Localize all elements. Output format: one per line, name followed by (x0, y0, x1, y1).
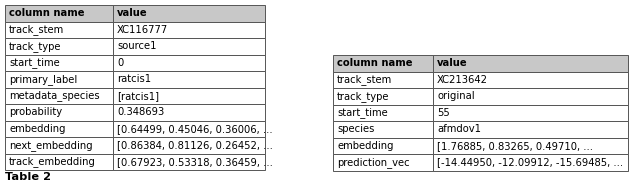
Bar (433, 121, 628, 137)
Text: track_embedding: track_embedding (9, 156, 96, 167)
Text: column name: column name (9, 8, 84, 18)
Bar (113, 104, 265, 121)
Text: primary_label: primary_label (9, 74, 77, 85)
Text: track_type: track_type (9, 41, 61, 52)
Bar (113, 54, 265, 71)
Text: XC116777: XC116777 (117, 25, 168, 35)
Bar (333, 105, 433, 121)
Text: afmdov1: afmdov1 (437, 124, 481, 134)
Bar (5, 104, 113, 121)
Bar (113, 71, 265, 88)
Bar (433, 154, 628, 170)
Bar (5, 54, 113, 71)
Text: [ratcis1]: [ratcis1] (117, 91, 159, 101)
Bar (5, 38, 113, 54)
Text: probability: probability (9, 107, 62, 117)
Text: [0.64499, 0.45046, 0.36006, ...: [0.64499, 0.45046, 0.36006, ... (117, 124, 273, 134)
Bar (433, 105, 628, 121)
Text: [1.76885, 0.83265, 0.49710, ...: [1.76885, 0.83265, 0.49710, ... (437, 141, 593, 151)
Bar (433, 88, 628, 105)
Text: track_stem: track_stem (9, 24, 64, 35)
Text: metadata_species: metadata_species (9, 90, 100, 101)
Bar (5, 137, 113, 153)
Text: value: value (437, 58, 468, 68)
Text: [-14.44950, -12.09912, -15.69485, ...: [-14.44950, -12.09912, -15.69485, ... (437, 157, 623, 167)
Text: [0.86384, 0.81126, 0.26452, ...: [0.86384, 0.81126, 0.26452, ... (117, 140, 273, 150)
Bar (333, 121, 433, 137)
Bar (333, 137, 433, 154)
Bar (113, 137, 265, 153)
Text: prediction_vec: prediction_vec (337, 157, 410, 168)
Text: start_time: start_time (337, 107, 388, 118)
Bar (113, 38, 265, 54)
Bar (113, 21, 265, 38)
Text: 0: 0 (117, 58, 124, 68)
Text: original: original (437, 91, 475, 101)
Bar (113, 5, 265, 21)
Text: 55: 55 (437, 108, 450, 118)
Text: species: species (337, 124, 374, 134)
Text: value: value (117, 8, 148, 18)
Text: XC213642: XC213642 (437, 75, 488, 85)
Bar (433, 72, 628, 88)
Bar (113, 88, 265, 104)
Text: source1: source1 (117, 41, 157, 51)
Text: embedding: embedding (337, 141, 394, 151)
Bar (333, 88, 433, 105)
Text: Table 2: Table 2 (5, 172, 51, 182)
Text: embedding: embedding (9, 124, 65, 134)
Bar (5, 5, 113, 21)
Bar (113, 121, 265, 137)
Text: track_type: track_type (337, 91, 390, 102)
Bar (5, 21, 113, 38)
Bar (433, 55, 628, 72)
Text: [0.67923, 0.53318, 0.36459, ...: [0.67923, 0.53318, 0.36459, ... (117, 157, 273, 167)
Text: column name: column name (337, 58, 413, 68)
Text: start_time: start_time (9, 57, 60, 68)
Bar (5, 88, 113, 104)
Text: 0.348693: 0.348693 (117, 107, 164, 117)
Bar (333, 72, 433, 88)
Bar (433, 137, 628, 154)
Bar (333, 154, 433, 170)
Bar (5, 71, 113, 88)
Text: ratcis1: ratcis1 (117, 74, 151, 84)
Bar (5, 153, 113, 170)
Bar (333, 55, 433, 72)
Bar (113, 153, 265, 170)
Text: track_stem: track_stem (337, 74, 392, 85)
Text: next_embedding: next_embedding (9, 140, 93, 151)
Bar (5, 121, 113, 137)
